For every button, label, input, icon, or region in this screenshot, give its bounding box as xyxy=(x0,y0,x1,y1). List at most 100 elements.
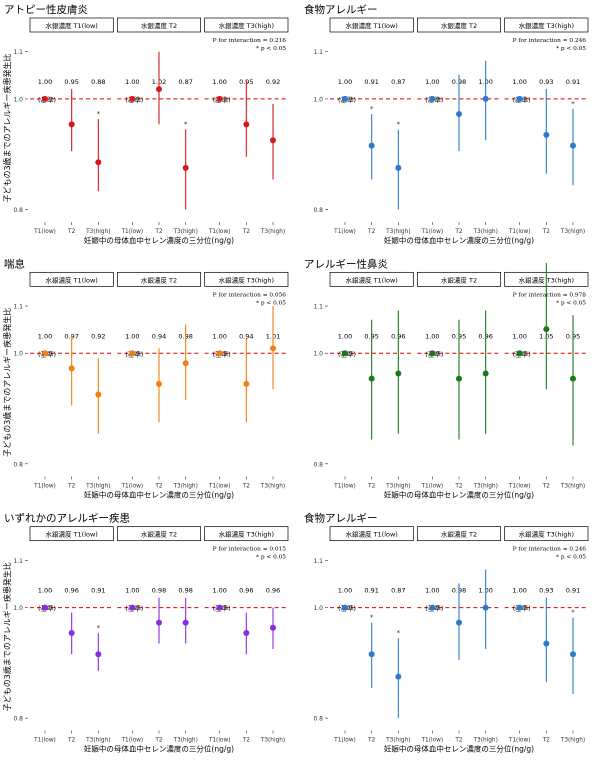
facet: 水銀濃度 T3(high)1.000.930.91(基準)T1(low)T2*T… xyxy=(504,526,589,744)
estimate-label: 0.93 xyxy=(539,587,553,595)
facet-strip xyxy=(329,17,414,33)
panel-title: アトピー性皮膚炎 xyxy=(4,3,88,16)
estimate-label: 0.96 xyxy=(239,587,253,595)
x-tick-label: T2 xyxy=(367,483,376,489)
point-estimate xyxy=(429,95,436,102)
facet: 水銀濃度 T1(low)1.000.910.87(基準)T1(low)*T2*T… xyxy=(329,526,414,744)
y-axis-label: 子どもの3歳までのアレルギー疾患発生比 xyxy=(2,53,12,202)
p-interaction: P for interaction = 0.978 xyxy=(513,292,587,298)
y-tick-label: 0.8 xyxy=(313,716,323,723)
significance-marker: * xyxy=(571,100,575,108)
point-estimate xyxy=(95,651,102,658)
facet-strip xyxy=(204,271,289,287)
x-tick-label: T2 xyxy=(367,229,376,235)
facet-strip-label: 水銀濃度 T3(high) xyxy=(519,21,574,30)
x-tick-label: T2 xyxy=(154,229,163,235)
point-estimate xyxy=(182,164,189,171)
p-interaction: P for interaction = 0.216 xyxy=(213,38,287,44)
y-tick-label: 1.0 xyxy=(13,605,23,612)
point-estimate xyxy=(456,111,462,118)
point-estimate xyxy=(342,604,348,611)
point-estimate xyxy=(129,350,136,357)
facet: 水銀濃度 T1(low)1.000.960.91(基準)T1(low)T2*T3… xyxy=(29,526,114,744)
y-tick-label: 1.1 xyxy=(13,49,23,56)
point-estimate xyxy=(68,365,75,372)
point-estimate xyxy=(156,619,162,626)
point-estimate xyxy=(482,370,489,377)
point-estimate xyxy=(342,95,348,102)
facet-strip xyxy=(116,526,202,542)
facet-strip-label: 水銀濃度 T1(low) xyxy=(45,530,97,539)
point-estimate xyxy=(216,350,223,357)
estimate-label: 1.00 xyxy=(125,587,139,595)
estimate-label: 0.98 xyxy=(178,587,192,595)
x-tick-label: T3(high) xyxy=(560,738,585,744)
x-tick-label: T1(low) xyxy=(508,483,531,489)
estimate-label: 0.91 xyxy=(364,587,378,595)
point-estimate xyxy=(129,95,136,102)
x-axis-label: 妊娠中の母体血中セレン濃度の三分位(ng/g) xyxy=(384,489,534,499)
x-tick-label: T2 xyxy=(454,738,463,744)
point-estimate xyxy=(368,375,375,382)
facet: 水銀濃度 T1(low)1.000.950.88(基準)T1(low)T2*T3… xyxy=(29,17,114,235)
significance-marker: * xyxy=(397,629,401,637)
x-tick-label: T3(high) xyxy=(385,738,410,744)
facet-strip-label: 水銀濃度 T2 xyxy=(441,275,477,284)
point-estimate xyxy=(395,370,402,377)
facet: 水銀濃度 T21.001.020.87(基準)T1(low)T2*T3(high… xyxy=(116,17,202,235)
point-estimate xyxy=(95,159,102,166)
facet: 水銀濃度 T3(high)1.000.950.92(基準)T1(low)T2T3… xyxy=(204,17,289,235)
facet-strip-label: 水銀濃度 T3(high) xyxy=(219,275,274,284)
estimate-label: 1.00 xyxy=(425,587,439,595)
facet-strip xyxy=(29,17,114,33)
estimate-label: 1.00 xyxy=(512,332,526,340)
x-tick-label: T2 xyxy=(542,738,551,744)
point-estimate xyxy=(516,95,523,102)
x-tick-label: T2 xyxy=(454,483,463,489)
y-tick-label: 1.1 xyxy=(313,558,323,565)
facet-strip xyxy=(329,271,414,287)
y-tick-label: 1.0 xyxy=(313,605,323,612)
y-tick-label: 1.0 xyxy=(13,351,23,358)
panel-title: アレルギー性鼻炎 xyxy=(304,257,388,270)
x-tick-label: T2 xyxy=(242,483,251,489)
estimate-label: 1.00 xyxy=(212,332,226,340)
point-estimate xyxy=(156,86,162,93)
estimate-label: 1.00 xyxy=(512,587,526,595)
x-axis-label: 妊娠中の母体血中セレン濃度の三分位(ng/g) xyxy=(384,235,534,245)
y-axis-label: 子どもの3歳までのアレルギー疾患発生比 xyxy=(2,562,12,711)
y-tick-label: 0.8 xyxy=(313,461,323,468)
panel-title: 食物アレルギー xyxy=(304,512,378,525)
estimate-label: 1.00 xyxy=(338,78,352,86)
significance-marker: * xyxy=(184,121,188,129)
significance-note: * p < 0.05 xyxy=(556,555,586,561)
point-estimate xyxy=(570,375,576,382)
estimate-label: 0.98 xyxy=(152,587,166,595)
x-tick-label: T3(high) xyxy=(260,738,285,744)
facet-strip-label: 水銀濃度 T2 xyxy=(441,530,477,539)
x-tick-label: T2 xyxy=(154,483,163,489)
significance-marker: * xyxy=(97,624,101,632)
point-estimate xyxy=(182,360,189,367)
x-tick-label: T3(high) xyxy=(472,483,497,489)
x-tick-label: T3(high) xyxy=(85,738,110,744)
estimate-label: 0.91 xyxy=(91,587,105,595)
significance-marker: * xyxy=(370,105,374,113)
point-estimate xyxy=(270,624,276,631)
estimate-label: 1.00 xyxy=(38,78,52,86)
estimate-label: 0.91 xyxy=(364,78,378,86)
facet-strip xyxy=(329,526,414,542)
x-axis-label: 妊娠中の母体血中セレン濃度の三分位(ng/g) xyxy=(84,744,234,754)
estimate-label: 1.00 xyxy=(38,587,52,595)
x-tick-label: T3(high) xyxy=(85,229,110,235)
x-tick-label: T2 xyxy=(542,483,551,489)
estimate-label: 0.93 xyxy=(539,78,553,86)
point-estimate xyxy=(68,121,75,128)
point-estimate xyxy=(42,350,48,357)
point-estimate xyxy=(129,604,136,611)
point-estimate xyxy=(543,131,550,138)
